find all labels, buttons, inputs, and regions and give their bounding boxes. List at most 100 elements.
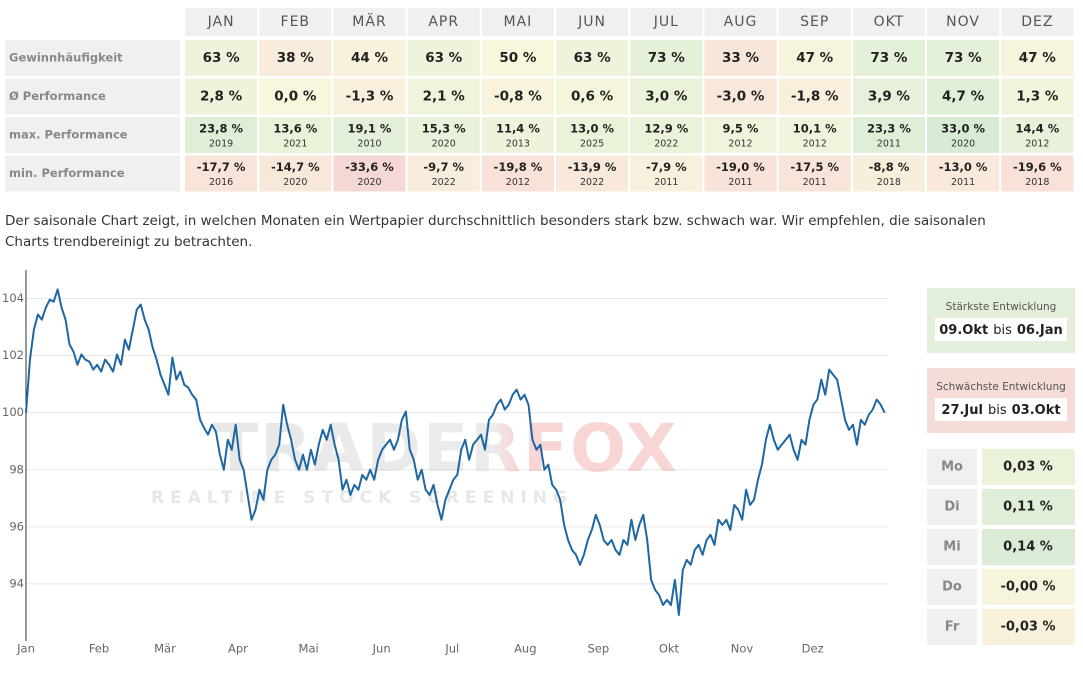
cell (852, 78, 925, 115)
cell-value: 63 % (425, 50, 462, 66)
header-cell (333, 8, 406, 36)
watermark-subtitle: REALTIME STOCK SCREENING (151, 488, 573, 508)
cell-year: 2016 (209, 177, 233, 188)
month-header: MAI (504, 14, 533, 30)
row-label: Gewinnhäufigkeit (9, 51, 123, 65)
cell (407, 155, 480, 192)
cell (630, 40, 703, 76)
weekday-value-cell (982, 609, 1075, 645)
cell-value: 3,0 % (645, 89, 688, 105)
cell (333, 155, 406, 192)
cell (704, 155, 777, 192)
cell-year: 2019 (209, 139, 233, 150)
month-header: FEB (281, 14, 311, 30)
cell-year: 2018 (1025, 177, 1049, 188)
x-tick-label: Nov (731, 642, 754, 656)
x-tick-label: Mai (299, 642, 319, 656)
cell-year: 2022 (654, 139, 678, 150)
y-tick-label: 104 (2, 291, 24, 305)
weekday-label: Do (942, 580, 962, 595)
weekday-label-cell (927, 569, 977, 605)
header-cell (704, 8, 777, 36)
cell (778, 78, 851, 115)
month-header: NOV (946, 14, 980, 30)
x-tick-label: Jan (16, 642, 35, 656)
range-sep: bis (993, 323, 1012, 338)
weekday-label-cell (927, 489, 977, 525)
cell-value: 73 % (648, 50, 685, 66)
cell (407, 40, 480, 76)
cell-year: 2011 (877, 139, 901, 150)
cell-value: 10,1 % (793, 122, 837, 136)
cell-value: -14,7 % (271, 160, 320, 174)
cell-value: 47 % (796, 50, 833, 66)
cell-value: 2,1 % (423, 89, 466, 105)
header-cell (185, 8, 258, 36)
cell-value: -0,8 % (494, 89, 542, 105)
cell-year: 2022 (432, 177, 456, 188)
x-tick-label: Aug (514, 642, 536, 656)
cell (927, 78, 1000, 115)
weekday-value: 0,14 % (1003, 540, 1053, 555)
weekday-label: Mo (941, 460, 963, 475)
panel-box (935, 398, 1067, 421)
cell (1001, 117, 1074, 153)
price-line (25, 288, 886, 617)
panel-range: 09.Okt bis 06.Jan (939, 323, 1063, 338)
cell (407, 117, 480, 153)
cell-year: 2025 (580, 139, 604, 150)
x-tick-label: Apr (228, 642, 248, 656)
cell-value: 33,0 % (941, 122, 985, 136)
cell-value: 0,0 % (274, 89, 317, 105)
cell (630, 117, 703, 153)
header-cell (1001, 8, 1074, 36)
header-cell (927, 8, 1000, 36)
weekday-label: Di (944, 500, 959, 515)
range-from: 09.Okt (939, 323, 988, 338)
header-cell (481, 8, 554, 36)
month-header: JAN (207, 14, 235, 30)
cell (259, 155, 332, 192)
cell-year: 2020 (951, 139, 975, 150)
weekday-value-cell (982, 529, 1075, 565)
row-label: Ø Performance (9, 89, 106, 103)
cell-value: 23,3 % (867, 122, 911, 136)
cell (927, 117, 1000, 153)
cell-value: 63 % (574, 50, 611, 66)
cell-value: -17,7 % (197, 160, 246, 174)
x-tick-label: Okt (659, 642, 680, 656)
cell-value: 0,6 % (571, 89, 614, 105)
weekday-label-cell (927, 529, 977, 565)
cell-value: -13,0 % (939, 160, 988, 174)
cell-value: -9,7 % (423, 160, 464, 174)
month-header: DEZ (1021, 14, 1053, 30)
cell-year: 2011 (951, 177, 975, 188)
cell (852, 155, 925, 192)
cell-value: -1,3 % (346, 89, 394, 105)
cell-value: 1,3 % (1016, 89, 1059, 105)
cell (333, 117, 406, 153)
cell (481, 155, 554, 192)
weekday-label: Mi (943, 540, 960, 555)
cell (852, 40, 925, 76)
cell-value: 14,4 % (1015, 122, 1059, 136)
cell (185, 155, 258, 192)
cell-value: -33,6 % (345, 160, 394, 174)
cell (185, 40, 258, 76)
cell-value: -17,5 % (790, 160, 839, 174)
weekday-value-cell (982, 569, 1075, 605)
cell-year: 2013 (506, 139, 530, 150)
cell (185, 78, 258, 115)
month-header: OKT (874, 14, 905, 30)
month-header: SEP (800, 14, 829, 30)
cell-value: -8,8 % (869, 160, 910, 174)
month-header: APR (428, 14, 459, 30)
x-tick-label: Dez (802, 642, 824, 656)
cell-value: 9,5 % (723, 122, 759, 136)
cell-year: 2020 (283, 177, 307, 188)
month-header: JUL (653, 14, 679, 30)
month-header: MÄR (352, 12, 386, 30)
cell (852, 117, 925, 153)
range-to: 06.Jan (1017, 323, 1063, 338)
